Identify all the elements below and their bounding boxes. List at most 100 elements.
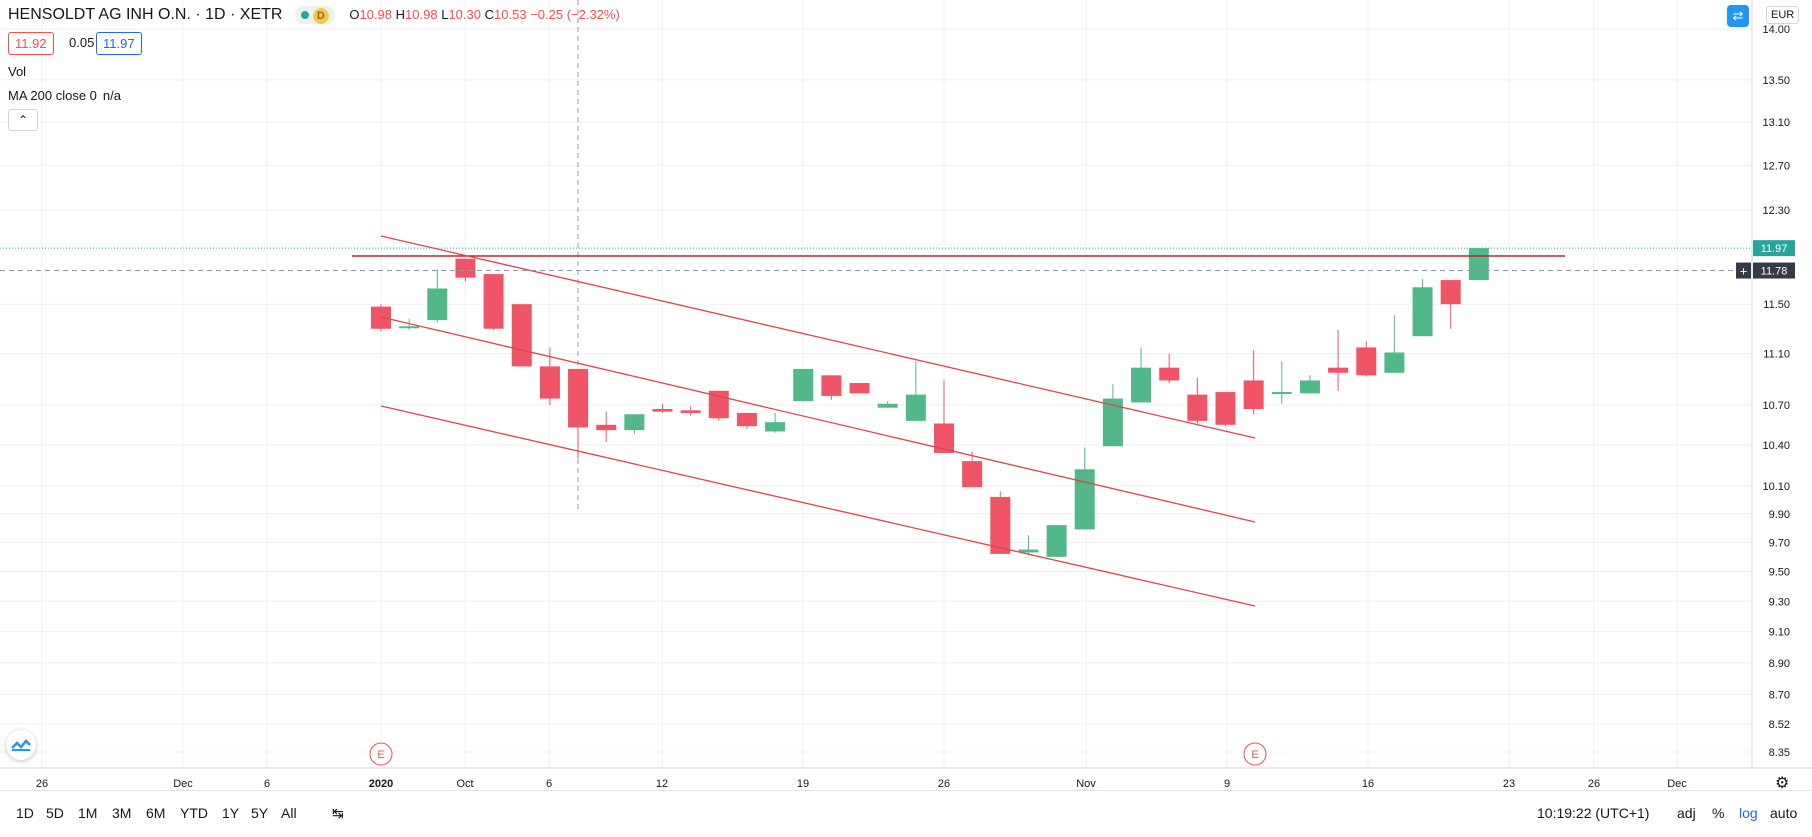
range-button-1m[interactable]: 1M (78, 805, 98, 821)
currency-label[interactable]: EUR (1766, 6, 1800, 24)
collapse-indicators-button[interactable]: ⌃ (8, 109, 38, 131)
log-toggle[interactable]: log (1739, 805, 1758, 821)
last-price-label-bg (1753, 240, 1795, 257)
ask-price[interactable]: 11.97 (96, 32, 142, 55)
x-tick-label: 26 (36, 778, 48, 790)
candle-body (849, 383, 870, 394)
range-button-1d[interactable]: 1D (16, 805, 34, 821)
y-tick-label: 12.30 (1762, 205, 1790, 217)
market-status-badge[interactable]: D (294, 6, 335, 24)
range-button-5y[interactable]: 5Y (251, 805, 269, 821)
candle-body (1328, 367, 1349, 373)
price-chart[interactable]: 14.00 13.50 13.10 12.70 12.30 11.50 11.10 10.70… (0, 0, 1812, 790)
x-tick-label: 19 (797, 778, 809, 790)
range-button-ytd[interactable]: YTD (180, 805, 208, 821)
date-range-icon[interactable]: ↹ (332, 805, 344, 821)
candle-body (1271, 392, 1292, 395)
candle-body (1299, 380, 1320, 394)
open-value: 10.98 (359, 7, 393, 23)
candle-body (568, 368, 589, 428)
y-tick-label: 9.90 (1769, 509, 1790, 521)
candle-body (652, 408, 673, 412)
y-tick-label: 14.00 (1762, 24, 1790, 36)
interval-label[interactable]: 1D (205, 6, 226, 24)
candle-body (1187, 394, 1208, 421)
candle-body (962, 461, 983, 488)
bid-price[interactable]: 11.92 (8, 32, 54, 55)
x-tick-label: Dec (1667, 778, 1687, 790)
range-button-5d[interactable]: 5D (46, 805, 64, 821)
y-tick-label: 12.70 (1762, 160, 1790, 172)
x-tick-label: 12 (656, 778, 668, 790)
candle-body (1384, 352, 1405, 373)
candle-body (1131, 367, 1152, 403)
candle-body (1046, 525, 1067, 557)
channel-upper-line (380, 235, 1256, 439)
range-button-3m[interactable]: 3M (112, 805, 132, 821)
ma-value: n/a (102, 88, 121, 103)
candle-body (596, 424, 617, 431)
crosshair-price-label: 11.78 (1761, 266, 1788, 278)
add-alert-button-bg (1736, 262, 1751, 279)
volume-indicator-label[interactable]: Vol (8, 64, 27, 79)
ma-label: MA 200 close 0 (8, 88, 97, 103)
bottom-toolbar: 1D 5D 1M 3M 6M YTD 1Y 5Y All ↹ 10:19:22 (UTC+1) … (0, 790, 1812, 837)
candle-body (1102, 398, 1123, 447)
candle-body (793, 368, 814, 402)
candle-body (371, 306, 391, 329)
y-tick-label: 8.52 (1769, 719, 1790, 731)
clock-time[interactable]: 10:19:22 (UTC+1) (1537, 805, 1650, 821)
candle-body (1215, 392, 1236, 425)
x-tick-label: 16 (1362, 778, 1374, 790)
compare-icon[interactable]: ⇄ (1727, 5, 1749, 27)
ohlc-values: O10.98 H10.98 L10.30 C10.53 −0.25 (−2.32… (349, 7, 620, 23)
earnings-marker (369, 742, 393, 766)
x-tick-label: 2020 (369, 778, 393, 790)
candle-body (1440, 280, 1461, 305)
earnings-marker-label: E (1251, 749, 1258, 761)
x-tick-label: 9 (1224, 778, 1230, 790)
percent-toggle[interactable]: % (1712, 805, 1725, 821)
y-tick-label: 9.10 (1769, 627, 1790, 639)
candle-body (1074, 469, 1095, 530)
gear-icon[interactable]: ⚙ (1775, 775, 1790, 792)
close-value: 10.53 (494, 7, 527, 23)
x-tick-label: 6 (546, 778, 552, 790)
y-tick-label: 10.70 (1762, 400, 1790, 412)
candle-body (990, 496, 1011, 554)
y-tick-label: 9.30 (1769, 596, 1790, 608)
channel-lower-line (380, 405, 1256, 607)
x-tick-label: 26 (938, 778, 950, 790)
candle-body (877, 403, 898, 408)
y-tick-label: 11.50 (1763, 299, 1790, 311)
candle-body (736, 412, 757, 427)
chart-legend: HENSOLDT AG INH O.N. · 1D · XETR D O10.9… (8, 6, 620, 24)
y-tick-label: 9.50 (1769, 566, 1790, 578)
tradingview-logo-icon[interactable] (6, 730, 36, 760)
candle-body (1243, 380, 1264, 409)
x-tick-label: 23 (1503, 778, 1515, 790)
y-tick-label: 10.40 (1762, 440, 1790, 452)
earnings-marker-label: E (377, 749, 384, 761)
range-button-all[interactable]: All (281, 805, 297, 821)
market-open-dot-icon (300, 11, 309, 19)
candle-body (1356, 347, 1377, 376)
plus-icon: + (1740, 264, 1748, 279)
adj-toggle[interactable]: adj (1677, 805, 1696, 821)
y-tick-label: 13.50 (1762, 75, 1790, 87)
x-tick-label: Oct (456, 778, 473, 790)
y-tick-label: 11.10 (1763, 349, 1790, 361)
candle-body (511, 304, 532, 367)
low-value: 10.30 (448, 7, 481, 23)
ma-indicator[interactable]: MA 200 close 0 n/a (8, 88, 121, 103)
range-button-1y[interactable]: 1Y (222, 805, 240, 821)
y-tick-label: 10.10 (1762, 481, 1790, 493)
candle-body (934, 423, 954, 453)
candle-body (1412, 287, 1433, 337)
crosshair-price-label-bg (1753, 262, 1795, 279)
candle-body (539, 366, 560, 399)
symbol-title[interactable]: HENSOLDT AG INH O.N. (8, 6, 191, 24)
range-button-6m[interactable]: 6M (146, 805, 166, 821)
auto-toggle[interactable]: auto (1770, 805, 1798, 821)
earnings-marker (1243, 742, 1267, 766)
